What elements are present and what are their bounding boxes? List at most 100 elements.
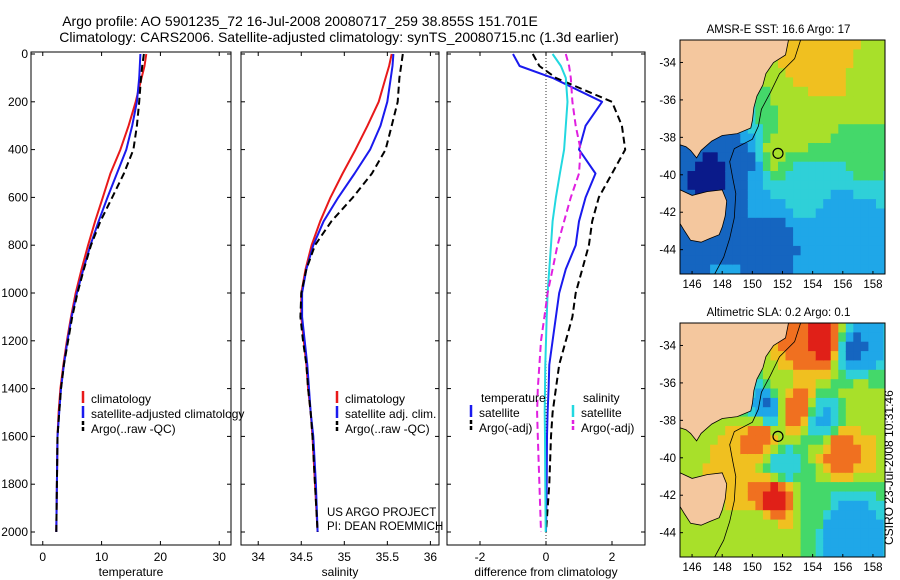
sst_map-cell (778, 143, 787, 153)
sst_map-cell (876, 133, 885, 144)
sla_map-cell (853, 323, 862, 333)
sla_map-cell (823, 472, 832, 483)
sla_map-cell (883, 472, 885, 483)
sla_map-cell (808, 426, 817, 436)
sla_map-cell (785, 426, 794, 436)
sst_map-cell (800, 171, 809, 181)
sla_map-cell (800, 379, 809, 390)
sla_map-cell (853, 407, 862, 418)
sla_map-cell (770, 341, 779, 352)
sla_map-cell (732, 538, 741, 549)
sla_map-cell (823, 323, 832, 333)
sst_map-cell (853, 264, 862, 274)
sla_map-cell (755, 547, 764, 557)
sla_map-cell (838, 360, 847, 371)
sla_map-cell (680, 510, 689, 521)
sst_map-cell (815, 236, 824, 247)
sst_map-cell (800, 180, 809, 191)
sst_map-cell (725, 189, 734, 200)
sla_map-cell (778, 547, 787, 557)
sst_map-cell (710, 180, 719, 191)
sla_map-cell (853, 351, 862, 362)
sla_map-cell (793, 547, 802, 557)
sst_map-cell (755, 171, 764, 181)
sst_map-cell (680, 161, 689, 172)
sst_map-cell (793, 152, 802, 163)
sst_map-cell (883, 217, 885, 228)
sst_map-cell (778, 68, 787, 79)
sla_map-cell (883, 519, 885, 530)
sst_map-cell (762, 152, 771, 163)
sla_map-cell (762, 435, 771, 446)
salinity-legend-label: climatology (345, 392, 405, 406)
sst_map-cell (785, 199, 794, 210)
sst_map-cell (680, 152, 689, 163)
sla_map-cell (808, 482, 817, 493)
sst_map-cell (868, 58, 877, 69)
sla_map-cell (860, 379, 869, 390)
sst_map-cell (838, 199, 847, 210)
sla_map-cell (755, 491, 764, 502)
sla_map-cell (680, 444, 689, 455)
sla_map-cell (732, 528, 741, 539)
sst_map-cell (860, 208, 869, 219)
sst_map-cell (702, 255, 711, 266)
sst_map-cell (793, 68, 802, 79)
difference-legend-label: satellite (581, 406, 622, 420)
sst_map-title: AMSR-E SST: 16.6 Argo: 17 (707, 24, 851, 36)
sst_map-cell (755, 227, 764, 238)
sst_map-cell (762, 245, 771, 256)
sla_map-cell (687, 547, 696, 557)
sst_map-xtick-label: 146 (682, 279, 701, 291)
sla_map-cell (778, 482, 787, 493)
sla_map-cell (845, 360, 854, 371)
credit-side-stamp: CSIRO 23-Jul-2008 10:31:46 (882, 390, 896, 545)
sla_map-cell (808, 510, 817, 521)
sst_map-cell (778, 245, 787, 256)
sla_map-cell (785, 351, 794, 362)
sla_map-cell (876, 369, 885, 380)
sla_map-cell (808, 435, 817, 446)
sst_map-cell (732, 133, 741, 144)
sst_map-cell (785, 86, 794, 97)
sla_map-cell (778, 426, 787, 436)
sla_map-cell (687, 463, 696, 474)
sla_map-cell (808, 500, 817, 511)
sst_map-cell (717, 161, 726, 172)
sst_map-cell (823, 245, 832, 256)
sst_map-cell (868, 124, 877, 135)
sla_map-cell (747, 538, 756, 549)
sla_map-cell (830, 416, 839, 427)
sst_map-cell (853, 68, 862, 79)
sst_map-cell (808, 227, 817, 238)
sla_map-cell (755, 528, 764, 539)
sla_map-cell (853, 547, 862, 557)
sst_map-cell (853, 171, 862, 181)
sla_map-cell (800, 444, 809, 455)
sla_map-cell (830, 341, 839, 352)
sla_map-cell (800, 472, 809, 483)
sst_map-cell (853, 152, 862, 163)
sla_map-cell (740, 482, 749, 493)
sla_map-cell (762, 482, 771, 493)
sla_map-cell (762, 454, 771, 464)
sla_map-argo-marker (772, 430, 784, 442)
sla_map-cell (853, 519, 862, 530)
sla_map-cell (868, 500, 877, 511)
sla_map-cell (793, 491, 802, 502)
sla_map-cell (815, 360, 824, 371)
sst_map-cell (770, 208, 779, 219)
sla_map-cell (860, 407, 869, 418)
sst_map-cell (845, 180, 854, 191)
sst_map-shelf-contour (714, 40, 801, 274)
sla_map-cell (845, 510, 854, 521)
sst_map-cell (868, 217, 877, 228)
sla_map-cell (747, 547, 756, 557)
sla_map-cell (860, 500, 869, 511)
sla_map-cell (845, 538, 854, 549)
temperature-ytick-label: 400 (8, 143, 28, 157)
sst_map-cell (883, 68, 885, 79)
sst_map-cell (830, 227, 839, 238)
sst_map-cell (762, 227, 771, 238)
sla_map-cell (717, 444, 726, 455)
